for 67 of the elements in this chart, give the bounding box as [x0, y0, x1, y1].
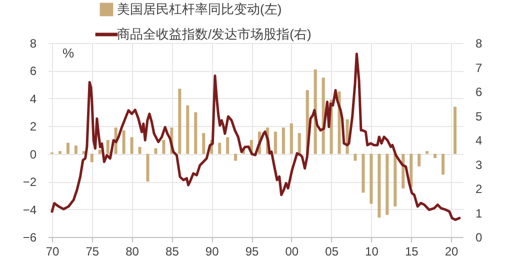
- x-tick-label: 85: [166, 244, 180, 258]
- y-tick-label: 4: [30, 92, 37, 106]
- bar: [162, 140, 166, 154]
- bar: [362, 154, 365, 193]
- y2-tick-label: 7: [476, 60, 482, 75]
- y2-tick-label: 1: [476, 206, 482, 220]
- x-tick-label: 90: [205, 244, 220, 258]
- y2-tick-label: 0: [476, 230, 482, 244]
- bar: [354, 154, 357, 161]
- bar: [90, 154, 94, 162]
- bar: [202, 133, 206, 154]
- bar: [454, 106, 457, 154]
- bar: [154, 148, 158, 154]
- legend-label: 商品全收益指数/发达市场股指(右): [117, 26, 312, 42]
- y-axis-title: %: [62, 46, 74, 60]
- bar: [130, 137, 134, 154]
- bar: [186, 105, 190, 154]
- y2-tick-label: 8: [476, 36, 482, 50]
- bar: [298, 133, 301, 154]
- bar: [106, 140, 110, 154]
- x-tick-label: 75: [86, 244, 100, 258]
- bar: [394, 154, 397, 207]
- bar: [418, 154, 421, 166]
- bar: [194, 112, 198, 154]
- bar: [402, 154, 405, 188]
- x-tick-label: 95: [245, 244, 260, 258]
- bar: [146, 154, 150, 182]
- bar: [234, 154, 238, 161]
- legend-label: 美国居民杠杆率同比变动(左): [117, 2, 282, 16]
- bar: [410, 154, 413, 188]
- bar: [58, 151, 62, 154]
- x-tick-label: 00: [285, 244, 299, 258]
- bar: [226, 137, 230, 154]
- bar: [290, 123, 293, 154]
- y2-tick-label: 2: [476, 182, 482, 196]
- y-tick-label: 2: [30, 120, 37, 134]
- bar: [66, 142, 70, 154]
- y-tick-label: 0: [30, 147, 37, 162]
- bar: [442, 154, 445, 175]
- bar: [274, 132, 277, 154]
- y-tick-label: 6: [30, 64, 37, 78]
- bar: [74, 146, 78, 154]
- x-tick-label: 05: [325, 244, 339, 258]
- bar: [122, 130, 126, 154]
- x-tick-label: 80: [126, 244, 140, 258]
- bar: [386, 154, 389, 215]
- y-tick-label: 8: [30, 36, 37, 50]
- bar: [370, 154, 373, 204]
- x-tick-label: 15: [404, 244, 419, 258]
- y-tick-label: −6: [22, 230, 37, 244]
- y-tick-label: −2: [22, 175, 37, 190]
- bar: [378, 154, 381, 218]
- bar: [426, 151, 429, 154]
- bar: [434, 154, 437, 158]
- y2-tick-label: 3: [476, 158, 482, 172]
- x-tick-label: 10: [365, 244, 379, 258]
- y-tick-label: −4: [22, 202, 37, 217]
- bar: [178, 88, 182, 154]
- y2-tick-label: 4: [476, 134, 482, 148]
- x-tick-label: 70: [46, 244, 60, 258]
- bar: [138, 146, 142, 154]
- y2-tick-label: 5: [476, 109, 482, 124]
- bar: [282, 128, 285, 154]
- bar: [218, 142, 222, 154]
- y2-tick-label: 6: [476, 85, 482, 99]
- x-tick-label: 20: [444, 244, 459, 258]
- bar: [98, 150, 102, 154]
